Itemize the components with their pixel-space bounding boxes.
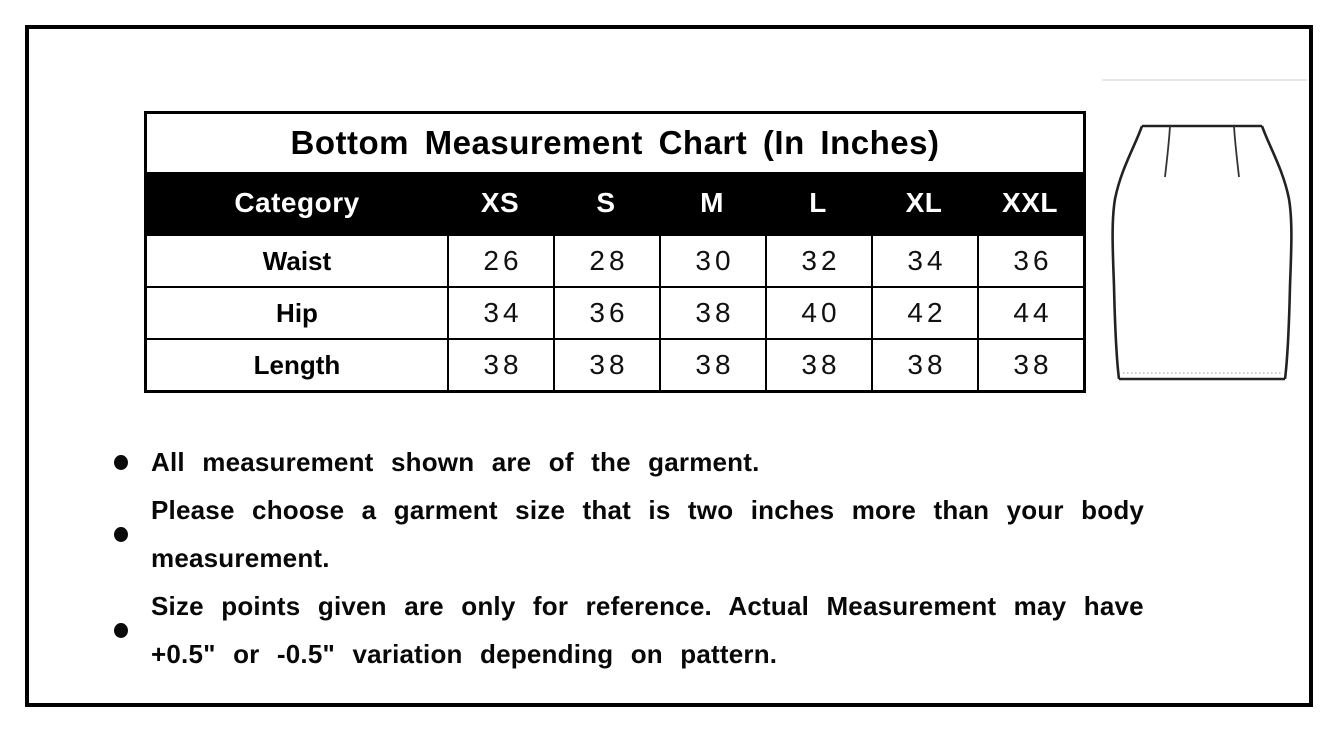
cell-waist-m: 30 (659, 236, 765, 286)
table-title: Bottom Measurement Chart (In Inches) (290, 124, 940, 161)
table-row-hip: Hip 34 36 38 40 42 44 (147, 286, 1083, 338)
header-size-s: S (596, 187, 616, 218)
skirt-outline-right (1260, 125, 1293, 380)
row-label-hip: Hip (276, 297, 318, 328)
table-row-waist: Waist 26 28 30 32 34 36 (147, 234, 1083, 286)
skirt-outline-left (1111, 125, 1144, 380)
note-line: measurement. (151, 543, 330, 573)
note-text: Size points given are only for reference… (151, 582, 1144, 678)
cell-length-s: 38 (553, 340, 659, 390)
note-item-garment: All measurement shown are of the garment… (114, 438, 1114, 486)
cell-length-xl: 38 (871, 340, 977, 390)
cell-length-xxl: 38 (977, 340, 1083, 390)
cell-waist-xs: 26 (447, 236, 553, 286)
cell-hip-xl: 42 (871, 288, 977, 338)
cell-waist-s: 28 (553, 236, 659, 286)
cell-hip-xs: 34 (447, 288, 553, 338)
header-size-xxl: XXL (1002, 187, 1058, 218)
note-text: Please choose a garment size that is two… (151, 486, 1144, 582)
outer-border-frame: Bottom Measurement Chart (In Inches) Cat… (25, 25, 1313, 707)
note-line: All measurement shown are of the garment… (151, 447, 760, 477)
note-line: Please choose a garment size that is two… (151, 495, 1145, 525)
note-item-variation: Size points given are only for reference… (114, 582, 1144, 678)
header-category: Category (234, 187, 360, 218)
measurement-table: Bottom Measurement Chart (In Inches) Cat… (144, 111, 1086, 393)
skirt-dart-right (1233, 125, 1240, 178)
note-line: Size points given are only for reference… (151, 591, 1144, 621)
cell-waist-xxl: 36 (977, 236, 1083, 286)
table-row-length: Length 38 38 38 38 38 38 (147, 338, 1083, 390)
table-header-row: Category XS S M L XL XXL (147, 172, 1083, 234)
bullet-icon (114, 526, 128, 542)
row-label-length: Length (253, 349, 341, 380)
cell-hip-m: 38 (659, 288, 765, 338)
header-size-m: M (700, 187, 724, 218)
header-size-xl: XL (905, 187, 943, 218)
cell-length-xs: 38 (447, 340, 553, 390)
cell-waist-l: 32 (765, 236, 871, 286)
row-label-waist: Waist (262, 245, 332, 276)
cell-hip-xxl: 44 (977, 288, 1083, 338)
note-line: +0.5" or -0.5" variation depending on pa… (151, 639, 778, 669)
cell-length-l: 38 (765, 340, 871, 390)
note-text: All measurement shown are of the garment… (151, 438, 1114, 486)
bullet-icon (114, 622, 128, 638)
cell-length-m: 38 (659, 340, 765, 390)
cell-waist-xl: 34 (871, 236, 977, 286)
cell-hip-s: 36 (553, 288, 659, 338)
cell-hip-l: 40 (765, 288, 871, 338)
header-size-l: L (809, 187, 827, 218)
bullet-icon (114, 454, 128, 470)
skirt-illustration-icon (1102, 79, 1307, 381)
notes-list: All measurement shown are of the garment… (114, 438, 1144, 678)
skirt-dart-left (1164, 125, 1171, 178)
note-item-size-choice: Please choose a garment size that is two… (114, 486, 1144, 582)
header-size-xs: XS (480, 187, 520, 218)
